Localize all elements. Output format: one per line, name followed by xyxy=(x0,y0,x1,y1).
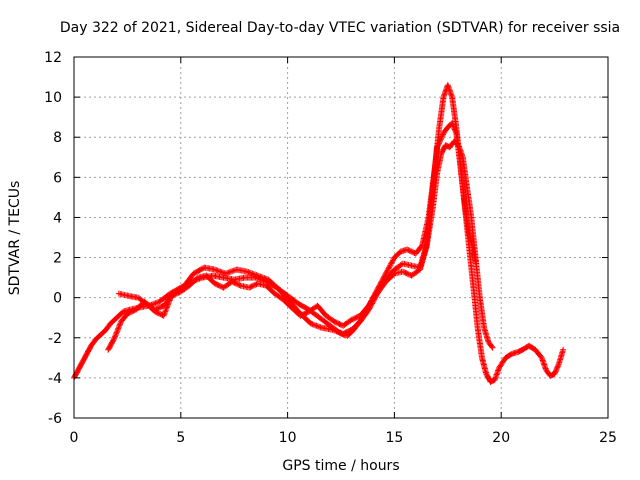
plot-frame xyxy=(73,56,609,419)
y-tick-label: -6 xyxy=(48,411,62,427)
x-axis-label: GPS time / hours xyxy=(282,458,399,474)
y-tick-label: 2 xyxy=(53,251,62,267)
data-layer xyxy=(71,82,567,385)
series-track-a xyxy=(71,82,567,385)
x-tick-label: 15 xyxy=(385,430,403,446)
y-tick-label: 0 xyxy=(53,291,62,307)
x-tick-label: 0 xyxy=(70,430,79,446)
y-tick-label: 4 xyxy=(53,210,62,226)
y-axis-label: SDTVAR / TECUs xyxy=(7,181,23,296)
series-trace xyxy=(71,83,566,385)
y-tick-label: 8 xyxy=(53,130,62,146)
y-tick-label: 6 xyxy=(53,170,62,186)
y-tick-label: -2 xyxy=(48,331,62,347)
series-trace xyxy=(117,121,479,329)
grid-layer xyxy=(74,57,608,418)
series-track-b xyxy=(105,138,496,353)
y-tick-label: -4 xyxy=(48,371,62,387)
x-tick-label: 5 xyxy=(176,430,185,446)
x-tick-label: 10 xyxy=(279,430,297,446)
x-tick-label: 20 xyxy=(492,430,510,446)
y-tick-label: 10 xyxy=(44,90,62,106)
series-track-c xyxy=(115,120,479,329)
chart-title: Day 322 of 2021, Sidereal Day-to-day VTE… xyxy=(60,20,620,36)
tick-layer: 0 5 10 15 20 25 -6 -4 -2 0 2 4 6 8 10 12 xyxy=(44,50,617,446)
y-tick-label: 12 xyxy=(44,50,62,66)
x-tick-label: 25 xyxy=(599,430,617,446)
